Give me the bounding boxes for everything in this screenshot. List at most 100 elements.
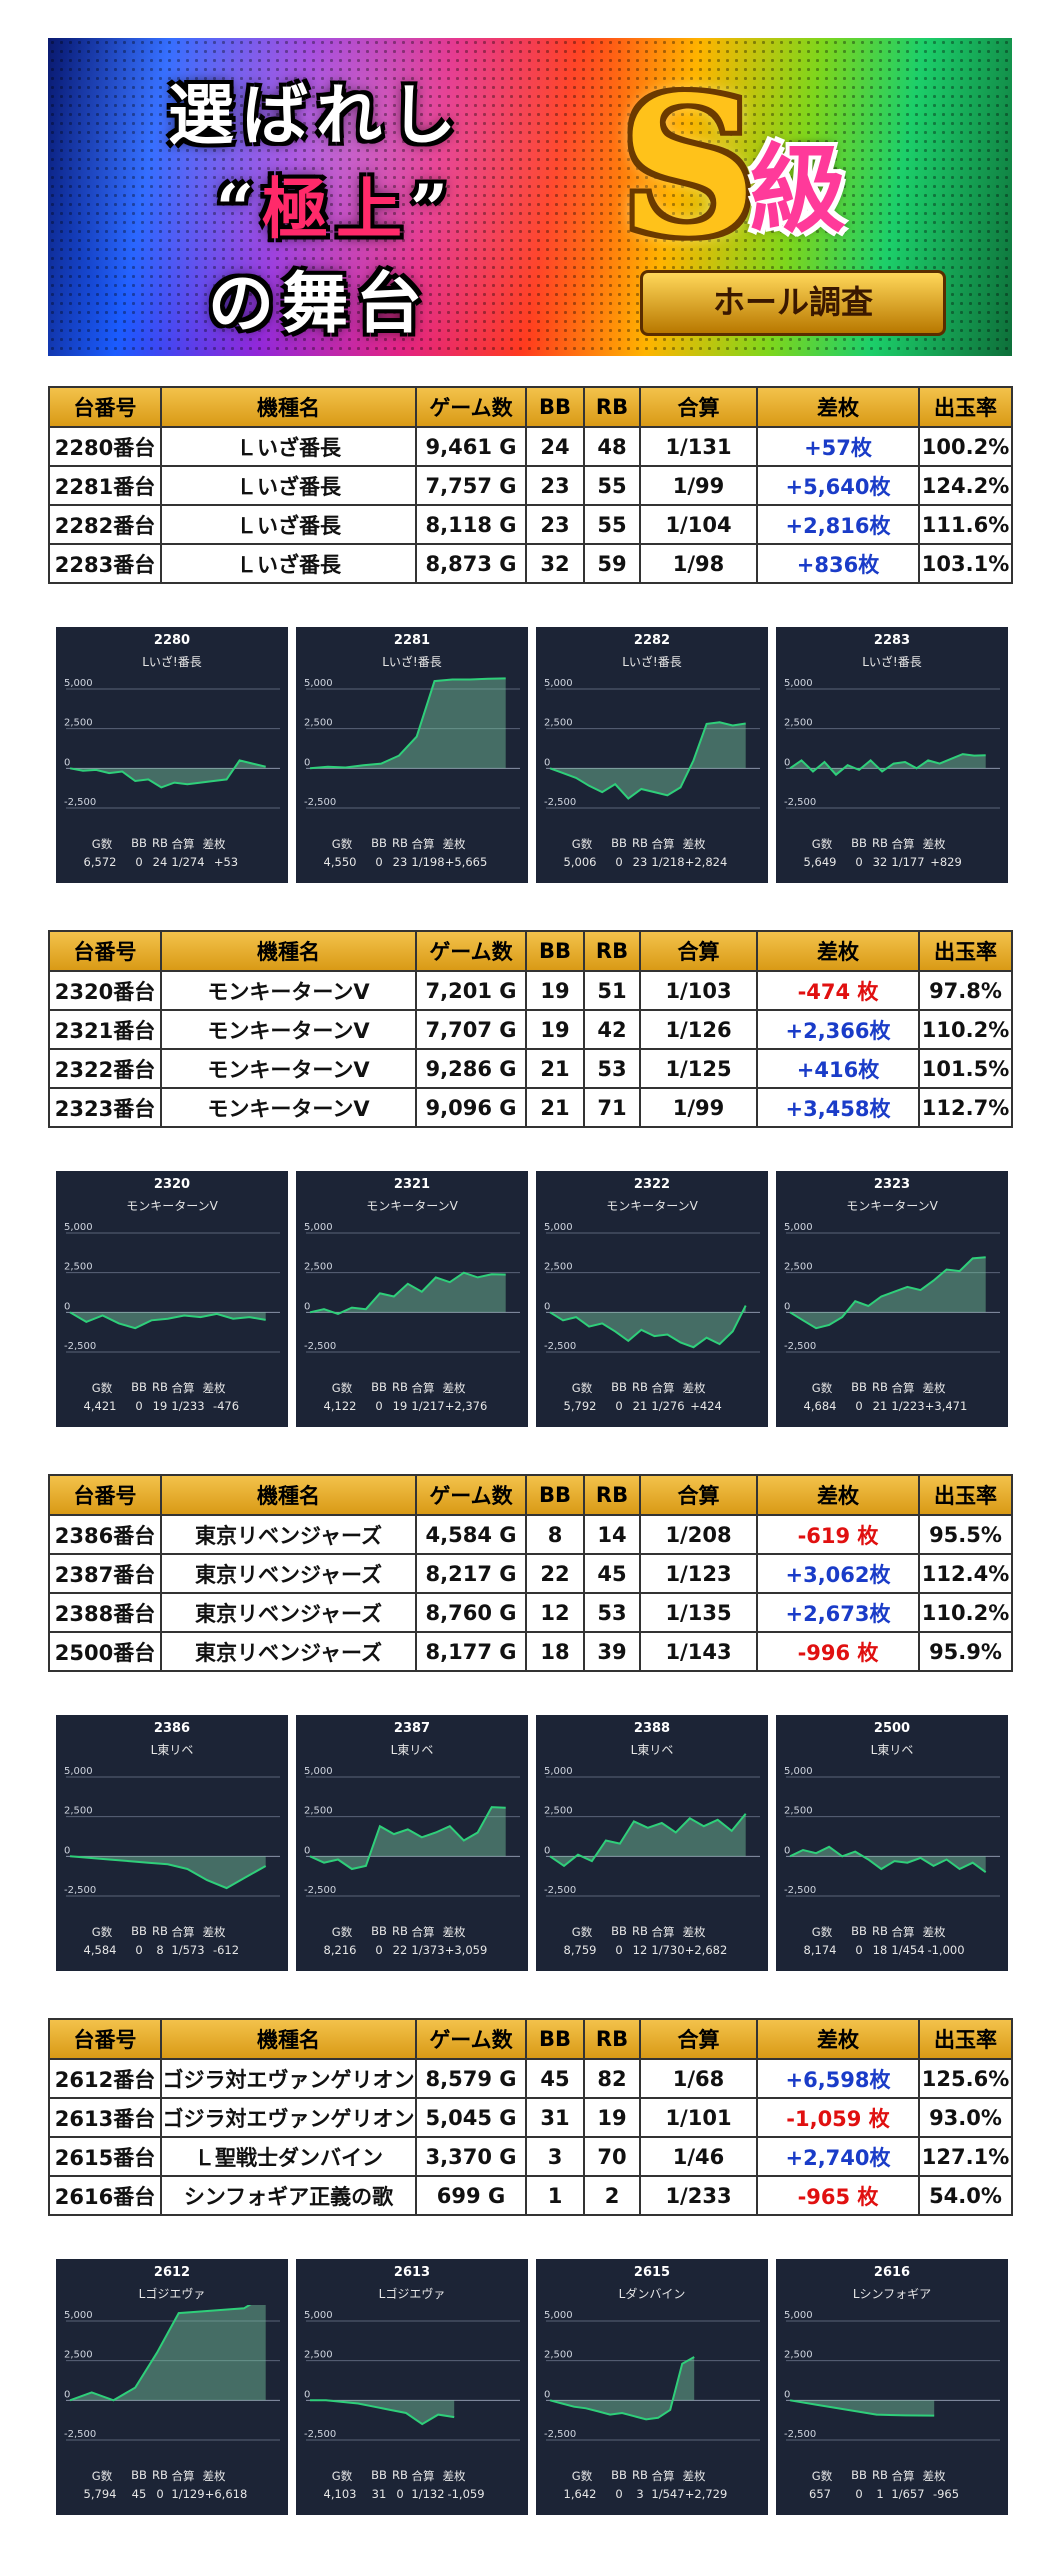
table-header-cell: 機種名	[160, 1474, 417, 1516]
stat-label: G数	[811, 1925, 833, 1939]
cell-combined: 1/125	[639, 1048, 758, 1089]
stat-value-bb: 0	[135, 1399, 143, 1413]
stat-label: 差枚	[922, 2469, 946, 2483]
cell-diff: -996 枚	[756, 1631, 920, 1672]
cell-combined: 1/101	[639, 2097, 758, 2138]
stat-value-g: 5,792	[563, 1399, 597, 1413]
cell-combined: 1/126	[639, 1009, 758, 1050]
cell-games: 9,286 G	[415, 1048, 527, 1089]
balance-graph: 5,000 2,500 0 -2,500	[544, 1222, 760, 1353]
balance-graph: 5,000 2,500 0 -2,500	[544, 2310, 760, 2441]
stat-value-diff: -1,059	[447, 2487, 485, 2501]
stat-value-rb: 21	[872, 1399, 888, 1413]
balance-graph: 5,000 2,500 0 -2,500	[544, 678, 760, 809]
table-header-cell: 合算	[639, 386, 758, 428]
stat-label: G数	[331, 1381, 353, 1395]
stat-label: BB	[371, 2468, 387, 2482]
stat-value-combined: 1/217	[411, 1399, 445, 1413]
y-tick-label: 5,000	[64, 2310, 93, 2321]
balance-line	[789, 1256, 986, 1330]
stat-label: RB	[872, 2468, 888, 2482]
cell-model: モンキーターンV	[160, 1087, 417, 1128]
y-tick-label: 0	[304, 2389, 310, 2400]
cell-rate: 127.1%	[918, 2136, 1013, 2177]
balance-graph: 5,000 2,500 0 -2,500	[64, 2305, 280, 2441]
stat-value-bb: 31	[371, 2487, 387, 2501]
cell-diff: +3,062枚	[756, 1553, 920, 1594]
balance-line	[789, 753, 986, 777]
graph-machine-name: L東リベ	[390, 1743, 434, 1757]
badge-ribbon: ホール調査	[640, 270, 946, 336]
cell-no: 2321番台	[48, 1009, 162, 1050]
cell-rb: 51	[583, 970, 641, 1011]
stat-label: 差枚	[682, 2469, 706, 2483]
stat-value-diff: -612	[212, 1943, 240, 1957]
stat-label: 合算	[891, 1925, 915, 1939]
stat-label: RB	[392, 1924, 408, 1938]
cell-rb: 14	[583, 1514, 641, 1555]
stat-label: RB	[632, 836, 648, 850]
cell-model: Ｌ聖戦士ダンバイン	[160, 2136, 417, 2177]
cell-combined: 1/208	[639, 1514, 758, 1555]
balance-area	[790, 1846, 986, 1873]
graph-card: 2280 Lいざ!番長 5,000 2,500 0 -2,500 G数 BB RB 合算 差枚 6,5…	[56, 627, 288, 883]
balance-area	[790, 2400, 935, 2416]
table-row: 2280番台 Ｌいざ番長 9,461 G 24 48 1/131 +57枚 100.2%	[48, 426, 1013, 467]
stat-label: G数	[811, 2469, 833, 2483]
s-class-badge: S 級 ホール調査	[600, 52, 980, 342]
cell-no: 2388番台	[48, 1592, 162, 1633]
cell-combined: 1/233	[639, 2175, 758, 2216]
graph-machine-name: モンキーターンV	[126, 1199, 218, 1213]
cell-games: 9,096 G	[415, 1087, 527, 1128]
cell-combined: 1/46	[639, 2136, 758, 2177]
y-tick-label: -2,500	[544, 1885, 576, 1896]
y-tick-label: 2,500	[544, 1262, 573, 1273]
stat-label: 差枚	[442, 2469, 466, 2483]
y-tick-label: -2,500	[784, 1885, 816, 1896]
table-row: 2616番台 シンフォギア正義の歌 699 G 1 2 1/233 -965 枚 54.0%	[48, 2175, 1013, 2216]
cell-bb: 1	[525, 2175, 585, 2216]
cell-model: ゴジラ対エヴァンゲリオン	[160, 2058, 417, 2099]
balance-graph: 5,000 2,500 0 -2,500	[64, 1222, 280, 1353]
y-tick-label: 0	[784, 757, 790, 768]
stat-value-combined: 1/730	[651, 1943, 685, 1957]
stat-label: 合算	[651, 837, 675, 851]
stat-label: BB	[611, 1380, 627, 1394]
graph-machine-number: 2322	[633, 1177, 671, 1192]
cell-combined: 1/99	[639, 1087, 758, 1128]
stat-label: G数	[91, 837, 113, 851]
stat-label: 合算	[411, 2469, 435, 2483]
y-tick-label: 2,500	[544, 1806, 573, 1817]
cell-combined: 1/99	[639, 465, 758, 506]
stat-value-bb: 0	[375, 1943, 383, 1957]
cell-model: Ｌいざ番長	[160, 426, 417, 467]
cell-rate: 110.2%	[918, 1592, 1013, 1633]
stat-label: BB	[371, 1380, 387, 1394]
graph-machine-name: Lゴジエヴァ	[378, 2287, 446, 2301]
cell-model: 東京リベンジャーズ	[160, 1553, 417, 1594]
cell-games: 8,873 G	[415, 543, 527, 584]
y-tick-label: 2,500	[784, 1262, 813, 1273]
stat-value-bb: 0	[615, 855, 623, 869]
table-header-cell: 機種名	[160, 386, 417, 428]
stat-value-bb: 0	[615, 1399, 623, 1413]
cell-model: Ｌいざ番長	[160, 543, 417, 584]
graph-machine-number: 2280	[153, 633, 191, 648]
stat-value-bb: 0	[135, 1943, 143, 1957]
cell-model: ゴジラ対エヴァンゲリオン	[160, 2097, 417, 2138]
cell-combined: 1/98	[639, 543, 758, 584]
table-header-cell: 差枚	[756, 930, 920, 972]
graph-machine-number: 2321	[393, 1177, 431, 1192]
graph-machine-name: L東リベ	[870, 1743, 914, 1757]
table-row: 2283番台 Ｌいざ番長 8,873 G 32 59 1/98 +836枚 103.1%	[48, 543, 1013, 584]
balance-graph: 5,000 2,500 0 -2,500	[304, 677, 520, 809]
balance-line	[69, 2305, 252, 2402]
cell-bb: 8	[525, 1514, 585, 1555]
y-tick-label: 5,000	[544, 678, 573, 689]
cell-games: 7,707 G	[415, 1009, 527, 1050]
stat-value-diff: +3,059	[444, 1943, 488, 1957]
stat-value-g: 4,550	[323, 855, 357, 869]
stat-value-bb: 45	[131, 2487, 147, 2501]
cell-combined: 1/68	[639, 2058, 758, 2099]
stat-value-combined: 1/276	[651, 1399, 685, 1413]
